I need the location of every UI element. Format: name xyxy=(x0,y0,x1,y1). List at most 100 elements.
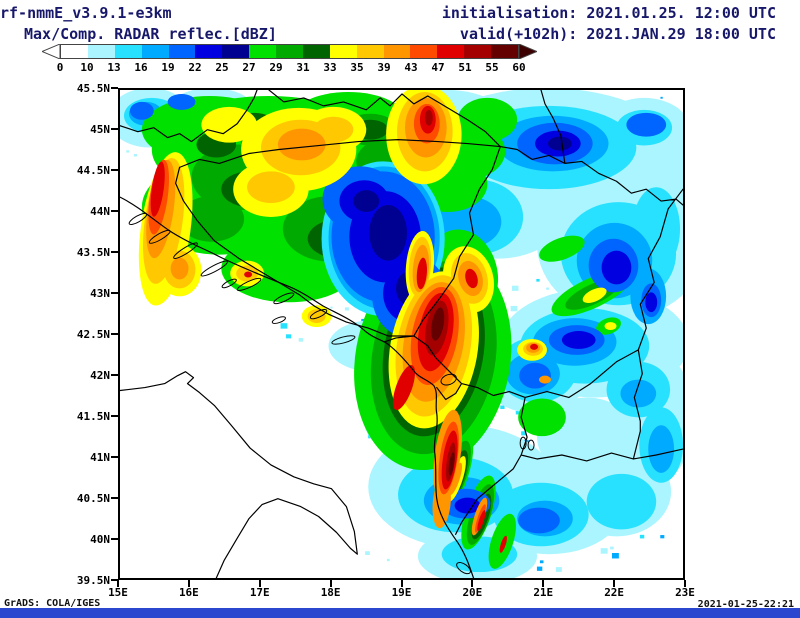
reflectivity-blob xyxy=(454,497,481,514)
reflectivity-blob xyxy=(457,97,518,142)
reflectivity-blob xyxy=(244,271,253,278)
bottom-blue-bar xyxy=(0,608,800,618)
reflectivity-blob xyxy=(150,161,165,217)
colorbar-segment xyxy=(114,45,142,58)
valid-time-label: valid(+102h): 2021.JAN.29 18:00 UTC xyxy=(459,25,776,43)
colorbar-tick-label: 39 xyxy=(377,61,391,74)
colorbar-segment xyxy=(437,45,465,58)
reflectivity-blob xyxy=(477,510,486,531)
lat-label: 40.5N xyxy=(76,492,110,505)
colorbar-segment xyxy=(168,45,196,58)
reflectivity-blob xyxy=(369,205,407,261)
reflectivity-blob xyxy=(582,287,607,303)
lat-label: 43.5N xyxy=(76,246,110,259)
speckle xyxy=(500,405,505,409)
lon-tick xyxy=(258,580,261,587)
speckle xyxy=(280,323,288,329)
lat-tick xyxy=(111,333,118,335)
reflectivity-blob xyxy=(416,257,427,290)
lat-label: 42N xyxy=(90,369,110,382)
reflectivity-blob xyxy=(448,452,455,476)
speckle xyxy=(512,285,519,291)
speckle xyxy=(126,150,130,153)
italy-coastline xyxy=(120,371,358,578)
speckle xyxy=(286,334,292,339)
speckle xyxy=(546,287,549,290)
colorbar-segment xyxy=(141,45,169,58)
product-title-label: Max/Comp. RADAR reflec.[dBZ] xyxy=(24,25,277,43)
reflectivity-blob xyxy=(277,128,326,161)
reflectivity-blob xyxy=(307,309,326,324)
creation-timestamp-label: 2021-01-25-22:21 xyxy=(697,599,794,610)
reflectivity-colorbar xyxy=(42,44,537,59)
reflectivity-blob xyxy=(586,473,657,530)
lat-tick xyxy=(111,87,118,89)
reflectivity-blob xyxy=(167,93,196,110)
lon-label: 19E xyxy=(391,586,412,599)
speckle xyxy=(612,553,619,559)
colorbar-tick-label: 55 xyxy=(485,61,499,74)
colorbar-strip xyxy=(60,44,519,59)
colorbar-tick-label: 10 xyxy=(80,61,94,74)
speckle xyxy=(510,305,518,312)
colorbar-segment xyxy=(87,45,115,58)
lat-label: 39.5N xyxy=(76,574,110,587)
lat-tick xyxy=(111,415,118,417)
lakes xyxy=(440,373,535,451)
lon-label: 16E xyxy=(178,586,199,599)
lon-tick xyxy=(542,580,545,587)
speckle xyxy=(515,410,521,415)
lat-label: 41.5N xyxy=(76,410,110,423)
lat-tick xyxy=(111,128,118,130)
colorbar-segment xyxy=(195,45,223,58)
speckle xyxy=(330,306,333,309)
colorbar-tick-label: 60 xyxy=(512,61,526,74)
colorbar-tick-label: 29 xyxy=(269,61,283,74)
model-version-label: rf-nmmE_v3.9.1-e3km xyxy=(0,4,172,22)
lon-label: 15E xyxy=(108,586,128,599)
reflectivity-blob xyxy=(424,109,433,126)
coastlines-and-borders xyxy=(120,90,683,578)
lat-label: 45.5N xyxy=(76,82,110,95)
colorbar-segment xyxy=(356,45,384,58)
colorbar-tick-label: 16 xyxy=(134,61,148,74)
map-frame xyxy=(118,88,685,580)
reflectivity-blob xyxy=(201,106,258,143)
colorbar-segment xyxy=(491,45,518,58)
lat-tick xyxy=(111,169,118,171)
speckle xyxy=(610,546,614,550)
colorbar-segment xyxy=(222,45,250,58)
reflectivity-blobs xyxy=(120,90,683,578)
speckle xyxy=(133,153,137,157)
reflectivity-blob xyxy=(178,196,245,242)
lat-label: 42.5N xyxy=(76,328,110,341)
lon-tick xyxy=(400,580,403,587)
reflectivity-blob xyxy=(465,268,478,289)
colorbar-tick-label: 31 xyxy=(296,61,310,74)
colorbar-tick-label: 0 xyxy=(56,61,64,74)
colorbar-tick-label: 13 xyxy=(107,61,121,74)
lat-label: 45N xyxy=(90,123,110,136)
reflectivity-blob xyxy=(626,112,667,137)
lon-tick xyxy=(329,580,332,587)
lat-label: 44N xyxy=(90,205,110,218)
lon-tick xyxy=(471,580,474,587)
colorbar-segment xyxy=(276,45,303,58)
reflectivity-blob xyxy=(170,257,189,280)
lon-label: 20E xyxy=(462,586,483,599)
colorbar-segment xyxy=(464,45,491,58)
speckle xyxy=(361,318,366,322)
lon-tick xyxy=(613,580,616,587)
speckle xyxy=(386,558,390,562)
croatian-islands xyxy=(128,212,471,575)
colorbar-tick-label: 33 xyxy=(323,61,337,74)
colorbar-segment xyxy=(410,45,438,58)
lon-tick xyxy=(684,580,686,587)
reflectivity-blob xyxy=(431,307,445,341)
reflectivity-blob xyxy=(353,190,380,212)
country-borders xyxy=(120,90,683,535)
reflectivity-blob xyxy=(518,507,560,534)
colorbar-tick-label: 51 xyxy=(458,61,472,74)
lat-tick xyxy=(111,538,118,540)
